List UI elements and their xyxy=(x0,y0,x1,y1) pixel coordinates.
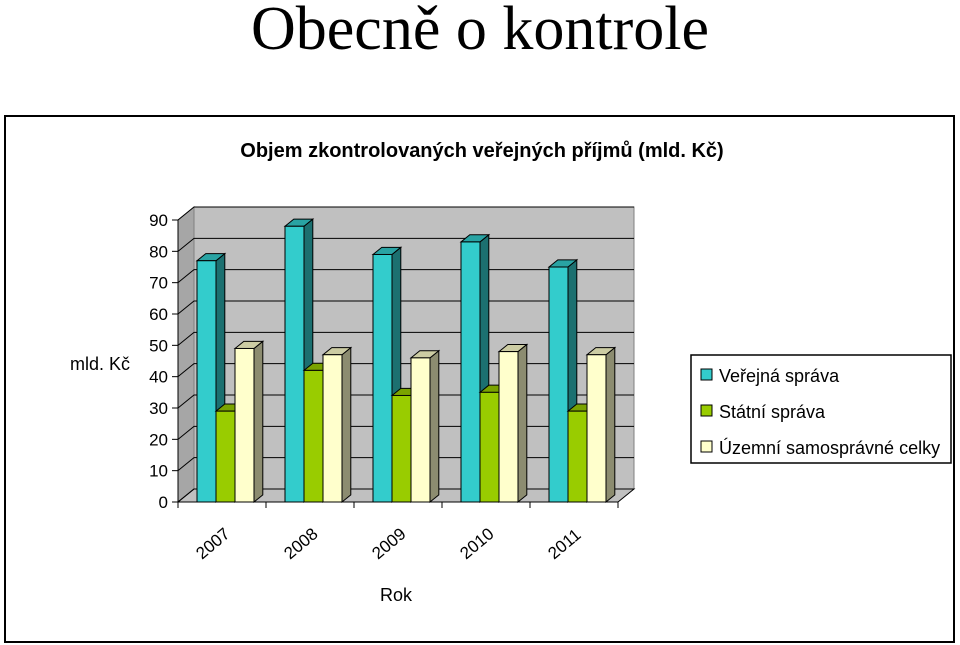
gridline xyxy=(177,206,634,221)
bar-front xyxy=(303,369,324,503)
chart-side-wall xyxy=(177,205,195,504)
bar-front xyxy=(567,410,588,503)
bar xyxy=(459,233,491,504)
y-axis-title: mld. Kč xyxy=(70,354,130,374)
bar-front xyxy=(479,391,500,503)
chart-title: Objem zkontrolovaných veřejných příjmů (… xyxy=(240,140,723,162)
y-tick-label: 10 xyxy=(149,462,168,481)
y-tick-label: 30 xyxy=(149,399,168,418)
y-tick-label: 50 xyxy=(149,336,168,355)
bar-front xyxy=(391,394,412,503)
legend: Veřejná správa Státní správa Územní samosp… xyxy=(690,354,952,464)
bar-front xyxy=(586,354,607,503)
y-tick-label: 60 xyxy=(149,305,168,324)
legend-label: Státní správa xyxy=(719,402,826,422)
bar-front xyxy=(460,241,481,503)
x-axis-title: Rok xyxy=(380,585,413,605)
bar-side xyxy=(605,346,616,504)
bar-front xyxy=(548,266,569,503)
bar-front xyxy=(196,260,217,503)
legend-box xyxy=(690,354,952,464)
bar-side xyxy=(429,349,440,504)
bar-side xyxy=(341,346,352,504)
bar-front xyxy=(284,225,305,503)
y-tick-label: 90 xyxy=(149,211,168,230)
y-tick-label: 40 xyxy=(149,368,168,387)
bar-front xyxy=(410,357,431,503)
bar xyxy=(497,343,529,504)
bar-side xyxy=(517,343,528,504)
legend-label: Veřejná správa xyxy=(719,366,840,386)
bar-front xyxy=(215,410,236,503)
y-tick-label: 20 xyxy=(149,430,168,449)
legend-label: Územní samosprávné celky xyxy=(719,437,940,458)
slide-title: Obecně o kontrole xyxy=(251,0,709,63)
legend-swatch xyxy=(700,404,713,417)
bar xyxy=(409,349,441,504)
bar xyxy=(321,346,353,504)
bar-front xyxy=(372,253,393,503)
bar xyxy=(585,346,617,504)
y-tick-label: 80 xyxy=(149,242,168,261)
bar-side xyxy=(253,340,264,504)
bar-front xyxy=(234,347,255,503)
y-tick-label: 70 xyxy=(149,274,168,293)
bar-front xyxy=(322,354,343,503)
legend-swatch xyxy=(700,440,713,453)
bar xyxy=(233,340,265,504)
y-tick-label: 0 xyxy=(159,493,168,512)
legend-swatch xyxy=(700,368,713,381)
bar-front xyxy=(498,351,519,503)
